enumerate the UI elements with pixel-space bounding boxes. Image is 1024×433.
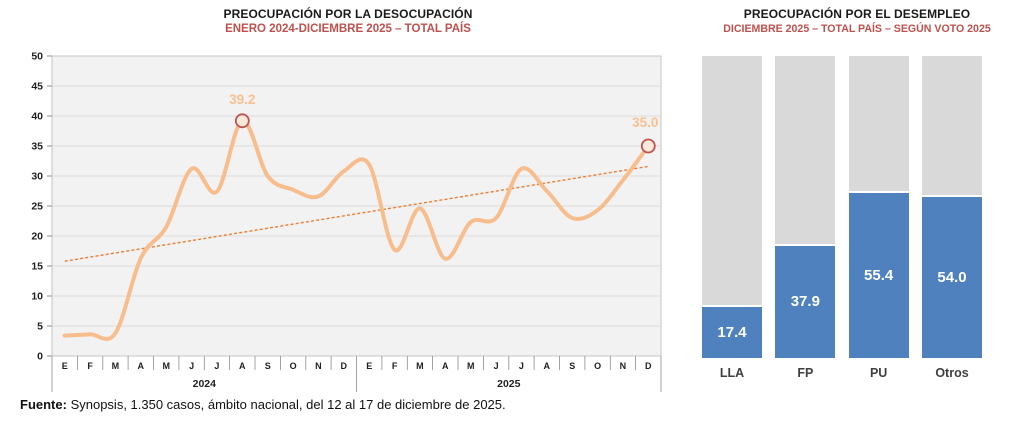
- bar-group: 17.4 37.9 55.4 54.0: [702, 56, 982, 358]
- category-label-FP: FP: [797, 366, 814, 380]
- month-label: A: [442, 361, 449, 371]
- y-axis-label: 0: [37, 351, 43, 363]
- y-axis-label: 40: [31, 111, 43, 123]
- month-label: S: [265, 361, 271, 371]
- month-label: M: [467, 361, 475, 371]
- month-label: M: [416, 361, 424, 371]
- month-label: J: [189, 361, 194, 371]
- category-label-Otros: Otros: [935, 366, 969, 380]
- bar-Otros: 54.0: [921, 56, 982, 358]
- y-axis-label: 25: [31, 201, 43, 213]
- source-note: Fuente: Synopsis, 1.350 casos, ámbito na…: [20, 397, 506, 412]
- month-label: A: [138, 361, 145, 371]
- bar-chart-subtitle: DICIEMBRE 2025 – TOTAL PAÍS – SEGÚN VOTO…: [723, 23, 991, 35]
- bar-fill-segment: 54.0: [921, 194, 982, 358]
- bar-category-labels: LLA FP PU Otros: [702, 366, 982, 380]
- month-label: M: [162, 361, 170, 371]
- bar-value-label: 37.9: [790, 293, 820, 311]
- y-axis-label: 15: [31, 261, 43, 273]
- y-axis-label: 5: [37, 321, 43, 333]
- bar-FP: 37.9: [775, 56, 836, 358]
- bar-LLA: 17.4: [702, 56, 762, 358]
- month-label: E: [366, 361, 372, 371]
- month-label: S: [569, 361, 575, 371]
- month-label: J: [214, 361, 219, 371]
- month-label: O: [290, 361, 297, 371]
- category-label-LLA: LLA: [719, 366, 745, 380]
- line-chart-title: PREOCUPACIÓN POR LA DESOCUPACIÓN: [223, 7, 473, 21]
- bar-chart-title: PREOCUPACIÓN POR EL DESEMPLEO: [743, 7, 971, 21]
- year-label: 2025: [497, 378, 521, 390]
- bar-PU: 55.4: [848, 56, 909, 358]
- month-label: A: [544, 361, 551, 371]
- bar-fill-segment: 17.4: [702, 305, 762, 358]
- y-axis-label: 45: [31, 81, 43, 93]
- bar-fill-segment: 55.4: [848, 190, 909, 358]
- bar-fill-segment: 37.9: [775, 243, 836, 358]
- line-series: [62, 118, 651, 342]
- line-chart-subtitle: ENERO 2024-DICIEMBRE 2025 – TOTAL PAÍS: [225, 23, 471, 35]
- month-label: J: [519, 361, 524, 371]
- month-label: N: [620, 361, 627, 371]
- data-label: 39.2: [229, 92, 255, 107]
- month-label: M: [112, 361, 120, 371]
- bar-value-label: 54.0: [937, 268, 967, 286]
- source-label: Fuente:: [20, 397, 67, 412]
- y-axis-label: 30: [31, 171, 43, 183]
- month-label: D: [341, 361, 348, 371]
- month-label: J: [494, 361, 499, 371]
- month-label: N: [315, 361, 322, 371]
- month-label: F: [87, 361, 93, 371]
- y-axis-label: 50: [31, 51, 43, 63]
- category-label-PU: PU: [869, 366, 888, 380]
- data-label: 35.0: [632, 115, 658, 130]
- data-point-marker: [234, 113, 250, 129]
- source-text: Synopsis, 1.350 casos, ámbito nacional, …: [66, 397, 506, 412]
- month-label: O: [594, 361, 601, 371]
- month-label: D: [645, 361, 652, 371]
- y-axis-label: 35: [31, 141, 43, 153]
- month-label: A: [239, 361, 246, 371]
- data-point-marker: [640, 138, 656, 154]
- year-label: 2024: [193, 378, 217, 390]
- bar-value-label: 55.4: [864, 266, 894, 284]
- month-label: F: [392, 361, 398, 371]
- y-axis-label: 20: [31, 231, 43, 243]
- month-label: E: [62, 361, 68, 371]
- y-axis-label: 10: [31, 291, 43, 303]
- bar-value-label: 17.4: [717, 324, 747, 342]
